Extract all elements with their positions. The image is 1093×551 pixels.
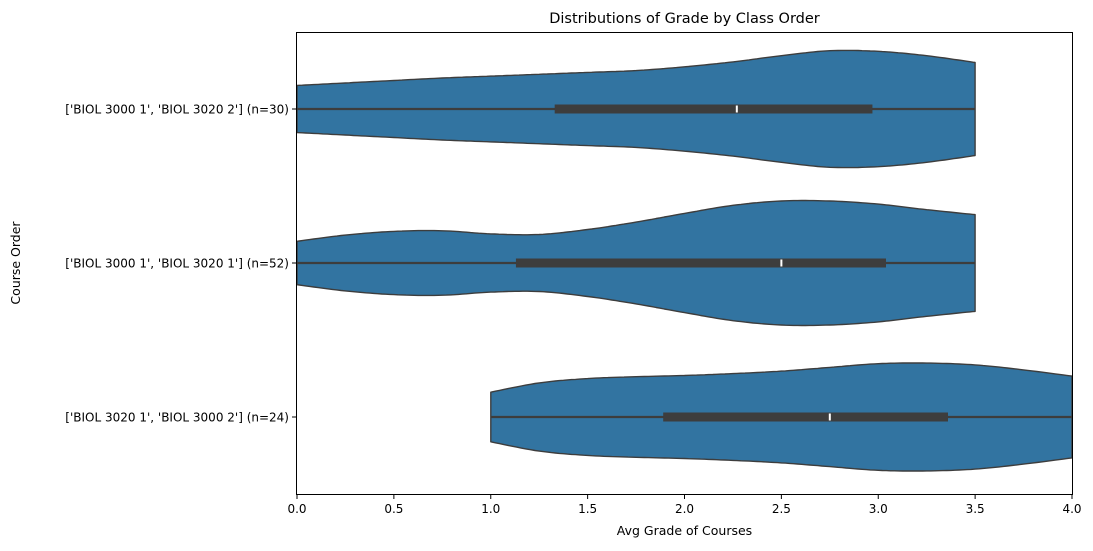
median-marker-3: [828, 413, 831, 421]
y-tick-label-3: ['BIOL 3020 1', 'BIOL 3000 2'] (n=24): [65, 411, 289, 425]
y-tick-label-1: ['BIOL 3000 1', 'BIOL 3020 2'] (n=30): [65, 103, 289, 117]
x-tick-label-4.0: 4.0: [1062, 502, 1081, 516]
x-tick-label-3.5: 3.5: [966, 502, 985, 516]
iqr-box-3: [663, 412, 948, 422]
x-axis: 0.0 0.5 1.0 1.5 2.0 2.5 3.0 3.5 4.0: [287, 494, 1082, 516]
x-tick-label-2.0: 2.0: [675, 502, 694, 516]
x-tick-label-0.0: 0.0: [287, 502, 306, 516]
x-tick-label-1.0: 1.0: [481, 502, 500, 516]
iqr-box-2: [515, 258, 886, 268]
x-tick-label-2.5: 2.5: [772, 502, 791, 516]
median-marker-2: [780, 259, 783, 267]
y-tick-label-2: ['BIOL 3000 1', 'BIOL 3020 1'] (n=52): [65, 257, 289, 271]
x-tick-label-0.5: 0.5: [384, 502, 403, 516]
x-tick-label-3.0: 3.0: [869, 502, 888, 516]
x-tick-label-1.5: 1.5: [578, 502, 597, 516]
violin-layer: [296, 49, 1073, 472]
boxplot-layer: [297, 104, 1072, 422]
y-axis-label: Course Order: [8, 221, 23, 305]
x-axis-label: Avg Grade of Courses: [617, 523, 752, 538]
y-axis: ['BIOL 3000 1', 'BIOL 3020 2'] (n=30) ['B…: [65, 103, 297, 425]
chart-title: Distributions of Grade by Class Order: [549, 11, 820, 27]
median-marker-1: [735, 105, 738, 113]
iqr-box-1: [554, 104, 873, 114]
